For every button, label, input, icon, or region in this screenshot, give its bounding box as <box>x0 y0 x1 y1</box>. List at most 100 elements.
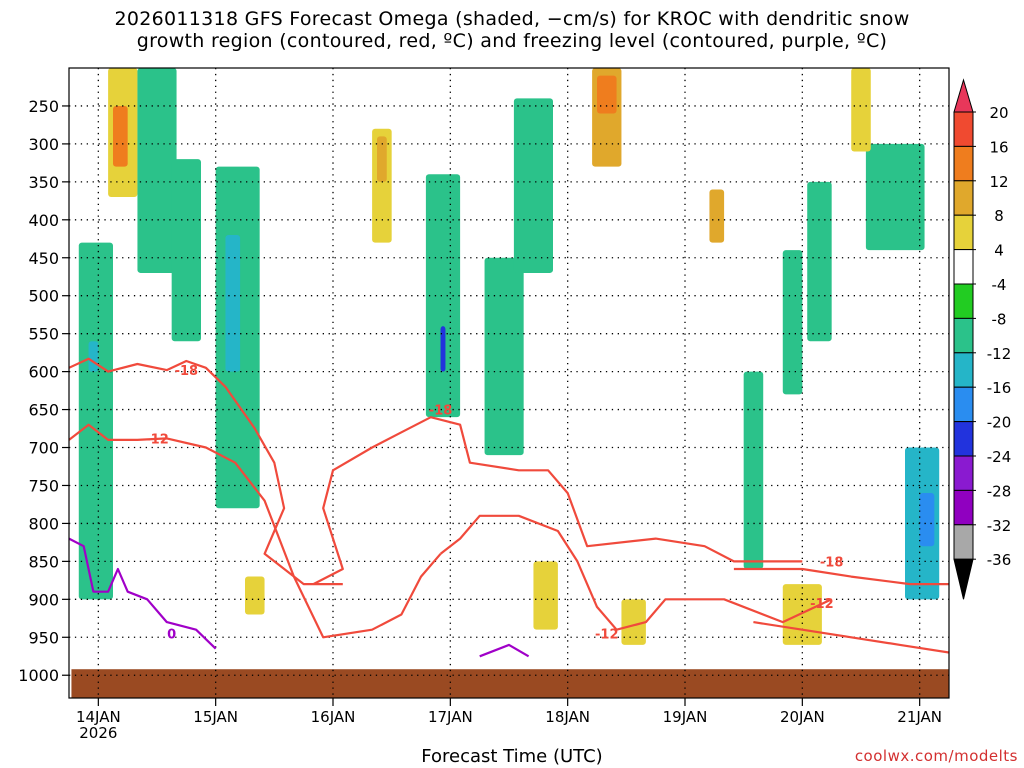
colorbar-label-3: 8 <box>994 207 1004 225</box>
dgz-contour-label-2: -18 <box>429 404 453 419</box>
y-tick-label-13: 900 <box>28 590 59 609</box>
chart-title-line-2: growth region (contoured, red, ºC) and f… <box>136 30 888 52</box>
dgz-contours: -18 -12 -18 -12 -18 -12 <box>69 357 949 654</box>
colorbar-label-12: -32 <box>987 517 1012 535</box>
dgz-contour-1 <box>69 423 442 639</box>
colorbar-segment-8 <box>953 352 974 388</box>
omega-cell-26 <box>782 584 822 645</box>
omega-cell-15 <box>597 75 617 114</box>
omega-cell-22 <box>919 493 935 547</box>
y-tick-label-10: 750 <box>28 476 59 495</box>
chart-title: 2026011318 GFS Forecast Omega (shaded, −… <box>0 8 1024 52</box>
y-tick-label-11: 800 <box>28 514 59 533</box>
omega-cell-12 <box>484 257 524 456</box>
omega-cell-0 <box>78 242 113 600</box>
y-tick-label-7: 600 <box>28 363 59 382</box>
y-tick-label-1: 300 <box>28 135 59 154</box>
colorbar-label-0: 20 <box>989 104 1008 122</box>
plot-frame <box>68 67 950 699</box>
omega-cell-17 <box>743 371 764 569</box>
y-tick-label-8: 650 <box>28 401 59 420</box>
colorbar-label-10: -24 <box>987 448 1012 466</box>
colorbar-segment-7 <box>953 317 974 354</box>
x-tick-label-7: 21JAN <box>897 708 942 726</box>
x-tick-label-1: 15JAN <box>193 708 238 726</box>
source-credit[interactable]: coolwx.com/modelts <box>854 747 1018 765</box>
colorbar-label-13: -36 <box>987 551 1012 569</box>
colorbar-label-5: -4 <box>992 276 1007 294</box>
x-tick-label-6: 20JAN <box>780 708 825 726</box>
colorbar-label-2: 12 <box>989 173 1008 191</box>
y-tick-label-12: 850 <box>28 552 59 571</box>
omega-cell-27 <box>851 68 871 152</box>
omega-cell-5 <box>171 159 201 342</box>
colorbar-segment-2 <box>953 145 974 182</box>
y-tick-label-4: 450 <box>28 249 59 268</box>
colorbar-segment-9 <box>953 386 974 423</box>
dgz-contour-label-5: -12 <box>810 597 834 612</box>
freezing-contours: 0 <box>69 537 530 658</box>
y-tick-label-0: 250 <box>28 97 59 116</box>
dgz-contour-0 <box>69 357 343 586</box>
y-tick-label-14: 950 <box>28 628 59 647</box>
colorbar-label-6: -8 <box>992 310 1007 328</box>
y-tick-label-6: 550 <box>28 325 59 344</box>
x-tick-label-0: 14JAN <box>76 708 121 726</box>
omega-cell-25 <box>621 599 646 645</box>
colorbar-segment-10 <box>953 421 974 457</box>
dgz-contour-label-4: -18 <box>820 555 844 570</box>
omega-cell-23 <box>245 576 265 615</box>
colorbar-segment-12 <box>953 489 974 526</box>
x-tick-label-2: 16JAN <box>311 708 356 726</box>
chart-title-line-1: 2026011318 GFS Forecast Omega (shaded, −… <box>114 8 910 30</box>
freezing-contour-1 <box>479 643 530 658</box>
x-axis-title: Forecast Time (UTC) <box>421 746 603 767</box>
dgz-contour-3 <box>439 514 833 631</box>
omega-cell-19 <box>807 181 832 342</box>
dgz-contour-label-3: -12 <box>595 627 619 642</box>
dgz-contour-label-1: -12 <box>145 432 169 447</box>
omega-cell-3 <box>113 105 128 167</box>
x-tick-label-3: 17JAN <box>428 708 473 726</box>
omega-cell-20 <box>865 143 925 251</box>
colorbar-segment-6 <box>953 283 974 319</box>
omega-cell-4 <box>137 68 177 273</box>
ground-surface <box>71 669 949 698</box>
dgz-contour-5 <box>753 621 949 654</box>
x-axis-year-label: 2026 <box>79 724 117 742</box>
y-tick-label-5: 500 <box>28 287 59 306</box>
x-tick-label-5: 19JAN <box>663 708 708 726</box>
freezing-contour-label-0: 0 <box>167 627 176 642</box>
omega-cell-7 <box>225 234 241 372</box>
colorbar-segment-13 <box>953 524 974 560</box>
colorbar-label-1: 16 <box>989 138 1008 156</box>
omega-cell-16 <box>709 189 725 243</box>
omega-cell-18 <box>782 250 803 395</box>
omega-cell-24 <box>533 561 558 630</box>
omega-cell-10 <box>425 174 461 418</box>
colorbar-segment-1 <box>953 111 974 147</box>
y-tick-label-15: 1000 <box>18 666 59 685</box>
colorbar-segment-14 <box>953 558 974 600</box>
x-tick-label-4: 18JAN <box>545 708 590 726</box>
colorbar-segment-4 <box>953 214 974 251</box>
colorbar-label-11: -28 <box>987 482 1012 500</box>
dgz-contour-2 <box>312 416 803 586</box>
dgz-contour-4 <box>733 567 949 586</box>
y-tick-label-3: 400 <box>28 211 59 230</box>
colorbar-label-4: 4 <box>994 242 1004 260</box>
colorbar-label-9: -20 <box>987 414 1012 432</box>
omega-cell-13 <box>513 98 553 273</box>
colorbar: 20 16 12 8 4 -4 -8 -12 -16 -20 -24 -28 -32 -36 <box>953 78 1012 600</box>
omega-cell-9 <box>377 136 387 182</box>
y-tick-label-2: 350 <box>28 173 59 192</box>
colorbar-label-7: -12 <box>987 345 1012 363</box>
omega-cell-11 <box>440 326 446 372</box>
freezing-contour-0 <box>69 537 217 650</box>
y-tick-label-9: 700 <box>28 439 59 458</box>
colorbar-segment-5 <box>953 249 974 285</box>
colorbar-segment-0 <box>953 78 974 113</box>
omega-cell-1 <box>88 341 99 372</box>
omega-shading <box>78 68 940 645</box>
